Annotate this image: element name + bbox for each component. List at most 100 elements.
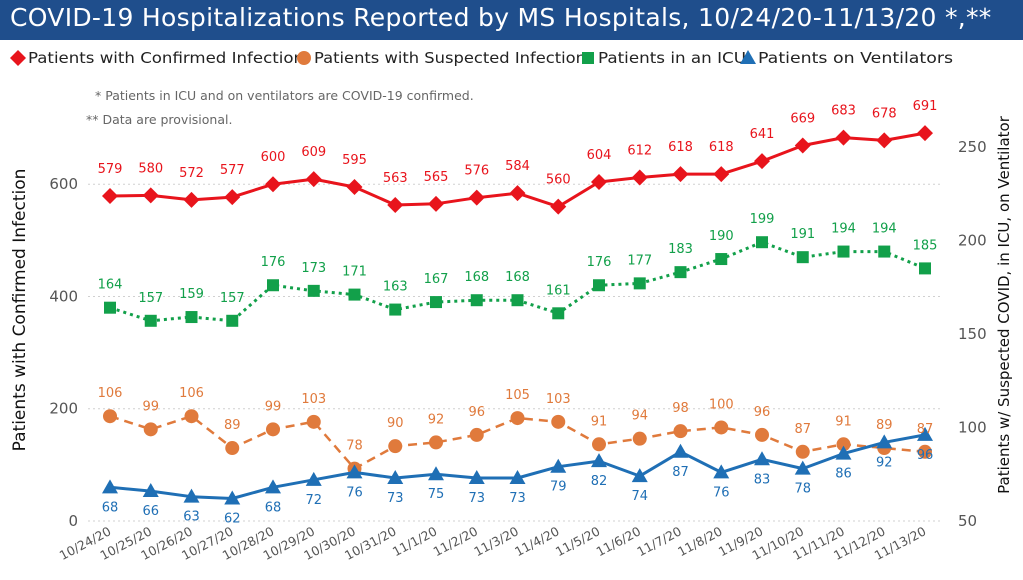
data-label: 163 bbox=[383, 280, 408, 295]
data-label: 79 bbox=[550, 480, 567, 495]
data-point-diamond bbox=[143, 187, 159, 203]
data-label: 580 bbox=[138, 161, 163, 176]
y-tick-right-label: 250 bbox=[958, 138, 987, 156]
data-label: 191 bbox=[790, 227, 815, 242]
data-point-circle bbox=[511, 411, 525, 425]
data-point-triangle bbox=[754, 451, 770, 465]
data-label: 83 bbox=[754, 472, 771, 487]
data-point-circle bbox=[225, 441, 239, 455]
data-point-circle bbox=[388, 439, 402, 453]
data-point-diamond bbox=[265, 176, 281, 192]
x-tick-label: 11/3/20 bbox=[471, 523, 521, 559]
data-label: 584 bbox=[505, 159, 530, 174]
data-point-square bbox=[267, 279, 279, 291]
data-label: 176 bbox=[261, 255, 286, 270]
data-label: 157 bbox=[138, 291, 163, 306]
data-label: 194 bbox=[872, 222, 897, 237]
data-point-circle bbox=[185, 409, 199, 423]
data-point-circle bbox=[144, 422, 158, 436]
data-label: 171 bbox=[342, 265, 367, 280]
data-point-diamond bbox=[917, 125, 933, 141]
data-label: 78 bbox=[794, 482, 811, 497]
legend-label: Patients with Confirmed Infection bbox=[28, 49, 304, 67]
data-point-diamond bbox=[184, 192, 200, 208]
y-axis-right-title: Patients w/ Suspected COVID, in ICU, on … bbox=[995, 115, 1013, 494]
y-tick-left-label: 600 bbox=[49, 175, 78, 193]
data-point-triangle bbox=[591, 453, 607, 467]
data-point-diamond bbox=[795, 137, 811, 153]
data-label: 87 bbox=[794, 422, 811, 437]
data-label: 683 bbox=[831, 104, 856, 119]
data-point-square bbox=[389, 304, 401, 316]
data-label: 612 bbox=[627, 143, 652, 158]
data-label: 572 bbox=[179, 166, 204, 181]
y-axis-left-title: Patients with Confirmed Infection bbox=[10, 169, 30, 452]
data-label: 105 bbox=[505, 388, 530, 403]
x-tick-label: 11/1/20 bbox=[390, 523, 440, 559]
data-label: 89 bbox=[876, 418, 893, 433]
data-point-circle bbox=[266, 422, 280, 436]
data-label: 92 bbox=[876, 455, 893, 470]
data-label: 98 bbox=[672, 401, 689, 416]
data-label: 168 bbox=[464, 270, 489, 285]
data-label: 72 bbox=[305, 493, 322, 508]
x-tick-label: 11/5/20 bbox=[553, 523, 603, 559]
data-point-diamond bbox=[469, 190, 485, 206]
data-label: 87 bbox=[672, 465, 689, 480]
y-tick-right-label: 50 bbox=[958, 512, 977, 530]
data-point-square bbox=[756, 236, 768, 248]
data-point-diamond bbox=[224, 189, 240, 205]
data-point-diamond bbox=[347, 179, 363, 195]
data-label: 62 bbox=[224, 512, 241, 527]
data-label: 618 bbox=[709, 140, 734, 155]
data-point-square bbox=[471, 294, 483, 306]
data-label: 103 bbox=[301, 392, 326, 407]
y-tick-right-label: 100 bbox=[958, 418, 987, 436]
data-point-circle bbox=[551, 415, 565, 429]
data-label: 94 bbox=[631, 409, 648, 424]
data-point-square bbox=[512, 294, 524, 306]
data-point-circle bbox=[714, 420, 728, 434]
x-tick-label: 11/2/20 bbox=[431, 523, 481, 559]
data-label: 579 bbox=[98, 162, 123, 177]
legend-label: Patients with Suspected Infection bbox=[314, 49, 586, 67]
data-label: 106 bbox=[98, 386, 123, 401]
data-point-diamond bbox=[754, 153, 770, 169]
x-tick-label: 11/4/20 bbox=[512, 523, 562, 559]
data-point-square bbox=[797, 251, 809, 263]
data-label: 100 bbox=[709, 397, 734, 412]
note-icu-vent: * Patients in ICU and on ventilators are… bbox=[95, 88, 474, 103]
data-label: 99 bbox=[142, 399, 159, 414]
data-point-square bbox=[308, 285, 320, 297]
x-tick-label: 11/7/20 bbox=[634, 523, 684, 559]
data-label: 604 bbox=[587, 148, 612, 163]
data-label: 63 bbox=[183, 510, 200, 525]
x-tick-label: 11/8/20 bbox=[675, 523, 725, 559]
data-labels: 579 580 572 577 600 609 595 563 565 576 584 560 604 6… bbox=[98, 99, 938, 526]
data-label: 600 bbox=[261, 150, 286, 165]
data-label: 92 bbox=[428, 412, 445, 427]
data-point-circle bbox=[103, 409, 117, 423]
data-label: 157 bbox=[220, 291, 245, 306]
legend-marker-diamond bbox=[10, 50, 26, 66]
data-point-square bbox=[226, 315, 238, 327]
data-point-diamond bbox=[632, 169, 648, 185]
data-point-circle bbox=[592, 437, 606, 451]
data-label: 96 bbox=[917, 448, 934, 463]
data-label: 86 bbox=[835, 467, 852, 482]
data-point-square bbox=[878, 246, 890, 258]
data-label: 190 bbox=[709, 229, 734, 244]
data-label: 618 bbox=[668, 140, 693, 155]
y-tick-left-label: 0 bbox=[68, 512, 78, 530]
data-label: 103 bbox=[546, 392, 571, 407]
y-tick-right-label: 200 bbox=[958, 231, 987, 249]
data-point-square bbox=[919, 262, 931, 274]
data-label: 99 bbox=[265, 399, 282, 414]
data-label: 576 bbox=[464, 164, 489, 179]
data-label: 89 bbox=[224, 418, 241, 433]
data-label: 91 bbox=[591, 414, 608, 429]
data-label: 691 bbox=[913, 99, 938, 114]
data-point-square bbox=[675, 266, 687, 278]
y-tick-right-label: 150 bbox=[958, 325, 987, 343]
data-label: 159 bbox=[179, 287, 204, 302]
